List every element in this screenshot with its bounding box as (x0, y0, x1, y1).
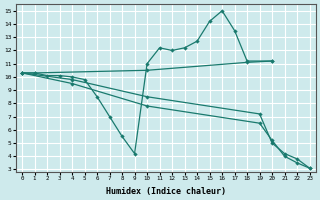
X-axis label: Humidex (Indice chaleur): Humidex (Indice chaleur) (106, 187, 226, 196)
